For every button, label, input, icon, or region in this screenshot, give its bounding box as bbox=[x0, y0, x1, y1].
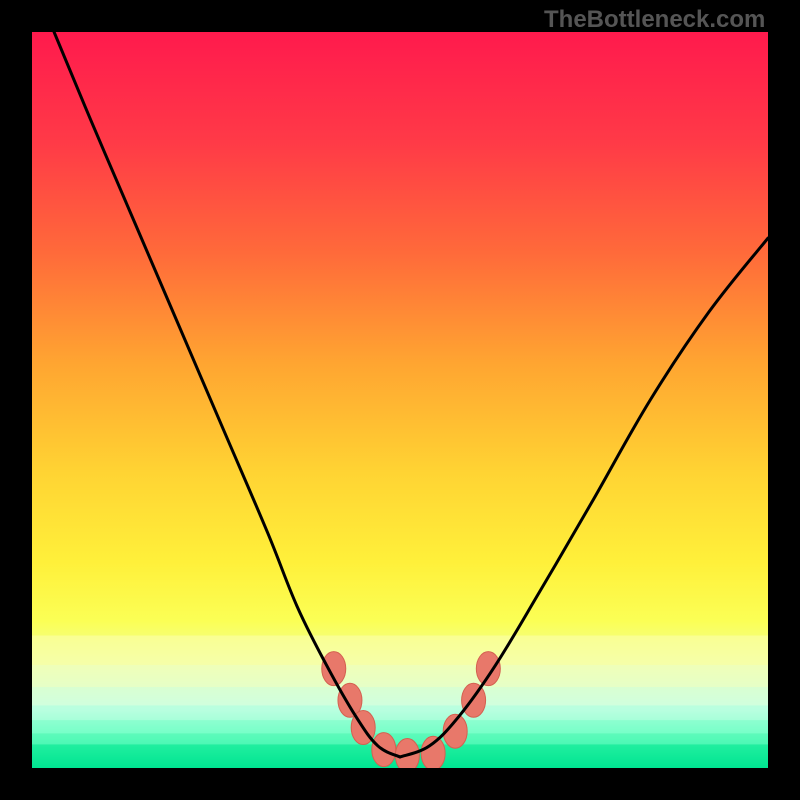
watermark-text: TheBottleneck.com bbox=[544, 6, 765, 34]
curve-marker bbox=[476, 652, 500, 686]
plot-area bbox=[32, 32, 768, 768]
curve-marker bbox=[421, 736, 445, 768]
curve-right bbox=[400, 238, 768, 757]
curve-marker bbox=[462, 683, 486, 717]
curve-left bbox=[54, 32, 400, 757]
outer-frame: TheBottleneck.com bbox=[0, 0, 800, 800]
bottleneck-curve bbox=[32, 32, 768, 768]
